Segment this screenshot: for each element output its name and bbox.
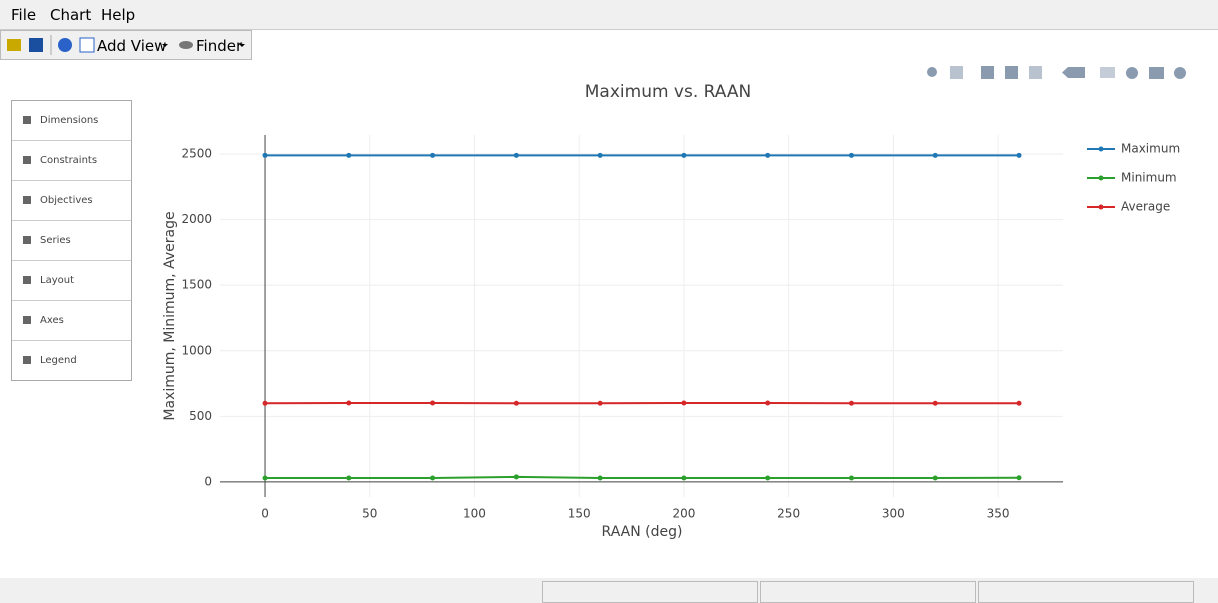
- data-point: [346, 152, 352, 158]
- info-icon[interactable]: [1174, 67, 1186, 79]
- data-point: [1016, 475, 1022, 481]
- panel-item[interactable]: Legend: [12, 341, 131, 380]
- menu-item[interactable]: Chart: [50, 6, 92, 24]
- finder-icon[interactable]: [179, 41, 193, 49]
- data-point: [597, 475, 603, 481]
- data-point: [681, 475, 687, 481]
- data-point: [430, 475, 436, 481]
- save-icon[interactable]: [29, 38, 43, 52]
- status-bar: [0, 578, 1218, 603]
- y-axis-title: Maximum, Minimum, Average: [162, 211, 178, 420]
- legend-label: Average: [1121, 200, 1170, 214]
- panel-item[interactable]: Objectives: [12, 181, 131, 221]
- x-tick-label: 350: [987, 507, 1010, 521]
- add-view-icon[interactable]: [79, 37, 95, 53]
- data-point: [848, 475, 854, 481]
- x-tick-label: 150: [568, 507, 591, 521]
- x-tick-label: 250: [777, 507, 800, 521]
- toolbar-icons: [7, 35, 245, 55]
- modebar: [927, 66, 1186, 79]
- data-point: [932, 475, 938, 481]
- menu-item[interactable]: File: [11, 6, 37, 24]
- legend-dot: [1098, 146, 1104, 152]
- side-panel: Dimensions Constraints Objectives Series…: [11, 100, 132, 381]
- data-point: [262, 475, 268, 481]
- camera-icon[interactable]: [1149, 67, 1164, 79]
- legend-label: Maximum: [1121, 142, 1180, 156]
- pan-icon[interactable]: [950, 66, 963, 79]
- chart: Maximum vs. RAAN RAAN (deg) Maximum, Min…: [162, 66, 1186, 540]
- x-axis-title: RAAN (deg): [602, 524, 683, 540]
- zoom-in-icon[interactable]: [981, 66, 994, 79]
- y-tick-label: 2000: [181, 212, 212, 226]
- series-line: [265, 475, 1020, 479]
- zoom-icon[interactable]: [927, 67, 937, 77]
- data-point: [1016, 400, 1022, 406]
- y-tick-label: 1000: [181, 343, 212, 357]
- data-point: [513, 152, 519, 158]
- x-tick-label: 300: [882, 507, 905, 521]
- toolbar: Add View Finder: [0, 30, 252, 60]
- panel-item[interactable]: Constraints: [12, 141, 131, 181]
- zoom-out-icon[interactable]: [1005, 66, 1018, 79]
- data-point: [513, 400, 519, 406]
- menu-item[interactable]: Help: [101, 6, 136, 24]
- legend-dot: [1098, 175, 1104, 181]
- y-tick-label: 2500: [181, 147, 212, 161]
- data-point: [1016, 152, 1022, 158]
- add-view-button[interactable]: Add View: [97, 37, 167, 55]
- x-tick-label: 100: [463, 507, 486, 521]
- autoscale-icon[interactable]: [1029, 66, 1042, 79]
- panel-item[interactable]: Layout: [12, 261, 131, 301]
- help-icon[interactable]: [58, 38, 72, 52]
- hover-icon[interactable]: [1062, 67, 1085, 78]
- data-point: [262, 400, 268, 406]
- data-point: [681, 152, 687, 158]
- data-point: [932, 152, 938, 158]
- data-point: [597, 152, 603, 158]
- x-tick-label: 50: [362, 507, 377, 521]
- data-point: [346, 400, 352, 406]
- open-icon[interactable]: [7, 39, 21, 51]
- y-tick-label: 0: [204, 474, 212, 488]
- chart-title: Maximum vs. RAAN: [585, 82, 751, 102]
- finder-button[interactable]: Finder: [196, 37, 243, 55]
- data-point: [765, 400, 771, 406]
- x-tick-label: 200: [672, 507, 695, 521]
- menu-bar: File Chart Help: [0, 0, 1218, 30]
- data-point: [848, 400, 854, 406]
- data-point: [597, 400, 603, 406]
- legend-label: Minimum: [1121, 171, 1177, 185]
- data-point: [346, 475, 352, 481]
- status-pane: [760, 581, 976, 603]
- settings-icon[interactable]: [1126, 67, 1138, 79]
- data-point: [765, 475, 771, 481]
- data-point: [765, 152, 771, 158]
- status-pane: [978, 581, 1194, 603]
- data-point: [513, 474, 519, 480]
- legend-dot: [1098, 204, 1104, 210]
- panel-item[interactable]: Axes: [12, 301, 131, 341]
- status-pane: [542, 581, 758, 603]
- data-point: [430, 152, 436, 158]
- data-point: [430, 400, 436, 406]
- data-point: [681, 400, 687, 406]
- y-tick-label: 1500: [181, 278, 212, 292]
- x-tick-label: 0: [261, 507, 269, 521]
- panel-item[interactable]: Dimensions: [12, 101, 131, 141]
- data-point: [262, 152, 268, 158]
- y-tick-label: 500: [189, 409, 212, 423]
- data-point: [848, 152, 854, 158]
- spike-icon[interactable]: [1100, 67, 1115, 78]
- data-point: [932, 400, 938, 406]
- panel-item[interactable]: Series: [12, 221, 131, 261]
